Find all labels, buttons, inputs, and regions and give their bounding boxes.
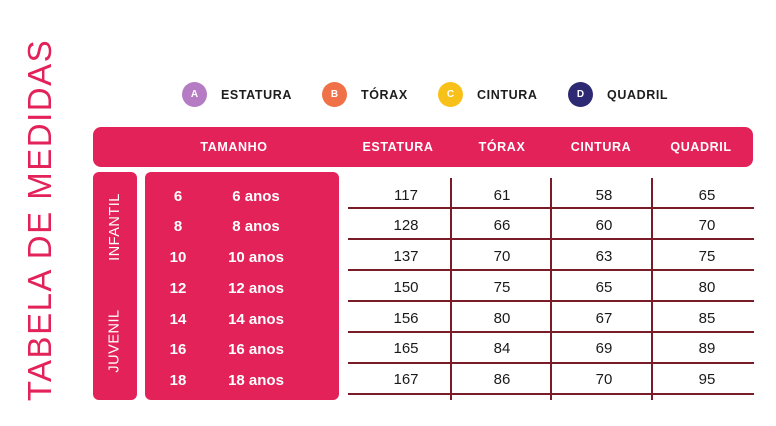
cell-torax: 80 (493, 310, 511, 327)
legend-item-torax: B TÓRAX (322, 82, 408, 107)
size-age: 16 anos (228, 340, 284, 358)
header-torax: TÓRAX (478, 140, 526, 154)
cell-estatura: 165 (393, 340, 419, 357)
legend-badge-b: B (322, 82, 347, 107)
size-row: 12 12 anos (145, 273, 339, 303)
header-tamanho: TAMANHO (200, 140, 268, 154)
cell-quadril: 85 (698, 310, 716, 327)
table-header: TAMANHO ESTATURA TÓRAX CINTURA QUADRIL (93, 127, 753, 167)
cell-torax: 86 (493, 371, 511, 388)
legend-badge-d: D (568, 82, 593, 107)
size-age: 10 anos (228, 248, 284, 266)
size-number: 18 (169, 371, 187, 389)
legend-badge-c: C (438, 82, 463, 107)
cell-torax: 61 (493, 187, 511, 204)
size-age: 6 anos (232, 187, 280, 205)
legend-item-quadril: D QUADRIL (568, 82, 668, 107)
column-divider (550, 178, 552, 400)
cell-quadril: 75 (698, 248, 716, 265)
size-number: 8 (173, 217, 183, 235)
header-cintura: CINTURA (570, 140, 632, 154)
size-column: 6 6 anos 8 8 anos 10 10 anos 12 12 anos … (145, 172, 339, 400)
cell-cintura: 65 (595, 279, 613, 296)
legend-label-cintura: CINTURA (477, 87, 538, 102)
cell-quadril: 65 (698, 187, 716, 204)
size-age: 12 anos (228, 279, 284, 297)
size-age: 8 anos (232, 217, 280, 235)
size-number: 16 (169, 340, 187, 358)
measurements-grid: 117 61 58 65 128 66 60 70 137 70 63 75 1… (348, 178, 754, 400)
column-divider (651, 178, 653, 400)
page-title-vertical: TABELA DE MEDIDAS (18, 30, 62, 410)
size-age: 18 anos (228, 371, 284, 389)
size-number: 12 (169, 279, 187, 297)
cell-cintura: 63 (595, 248, 613, 265)
group-infantil: INFANTIL (93, 172, 137, 282)
cell-quadril: 89 (698, 340, 716, 357)
age-group-column: INFANTIL JUVENIL (93, 172, 137, 400)
cell-estatura: 167 (393, 371, 419, 388)
cell-cintura: 70 (595, 371, 613, 388)
header-quadril: QUADRIL (670, 140, 732, 154)
legend-label-torax: TÓRAX (361, 87, 408, 102)
legend-badge-a: A (182, 82, 207, 107)
cell-estatura: 150 (393, 279, 419, 296)
size-age: 14 anos (228, 310, 284, 328)
column-divider (450, 178, 452, 400)
cell-estatura: 117 (394, 187, 418, 204)
cell-cintura: 60 (595, 217, 613, 234)
legend-item-cintura: C CINTURA (438, 82, 537, 107)
group-infantil-label: INFANTIL (107, 193, 123, 261)
header-estatura: ESTATURA (362, 140, 434, 154)
group-juvenil-label: JUVENIL (107, 309, 124, 373)
cell-cintura: 58 (595, 187, 613, 204)
cell-quadril: 80 (698, 279, 716, 296)
cell-torax: 84 (493, 340, 511, 357)
size-row: 10 10 anos (145, 242, 339, 272)
size-row: 18 18 anos (145, 365, 339, 395)
cell-cintura: 67 (595, 310, 613, 327)
cell-estatura: 128 (393, 217, 419, 234)
cell-torax: 66 (493, 217, 511, 234)
legend-label-estatura: ESTATURA (221, 87, 292, 102)
cell-torax: 75 (493, 279, 511, 296)
size-number: 10 (169, 248, 187, 266)
page-title: TABELA DE MEDIDAS (21, 38, 59, 402)
group-juvenil: JUVENIL (93, 282, 137, 400)
size-number: 6 (173, 187, 183, 205)
cell-torax: 70 (493, 248, 511, 265)
size-row: 6 6 anos (145, 181, 339, 211)
cell-estatura: 156 (393, 310, 419, 327)
size-row: 16 16 anos (145, 334, 339, 364)
size-number: 14 (169, 310, 187, 328)
cell-quadril: 70 (698, 217, 716, 234)
cell-quadril: 95 (698, 371, 716, 388)
legend-label-quadril: QUADRIL (607, 87, 669, 102)
size-row: 14 14 anos (145, 304, 339, 334)
size-row: 8 8 anos (145, 211, 339, 241)
cell-cintura: 69 (595, 340, 613, 357)
legend-item-estatura: A ESTATURA (182, 82, 292, 107)
cell-estatura: 137 (393, 248, 419, 265)
